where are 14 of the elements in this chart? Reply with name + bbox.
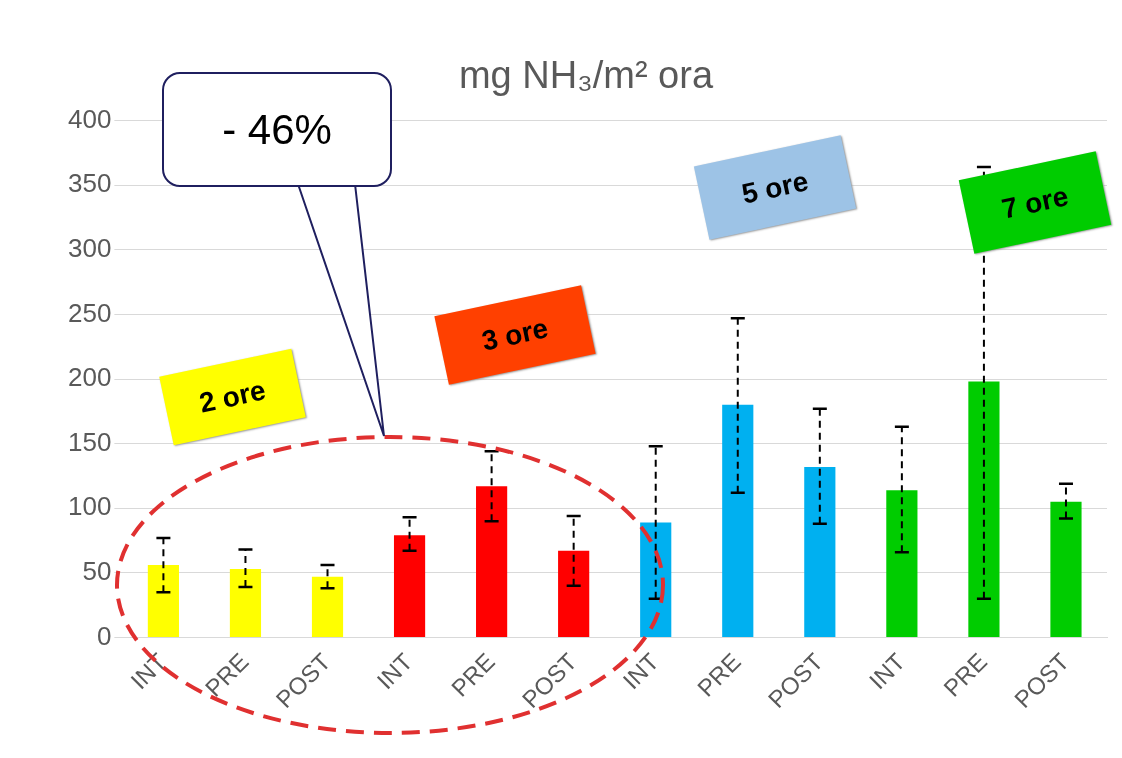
y-tick-label: 150 xyxy=(67,426,112,457)
y-tick-label: 200 xyxy=(67,362,112,393)
chart-title: mg NH₃/m² ora xyxy=(458,54,714,97)
y-tick-label: 300 xyxy=(67,232,112,263)
x-tick-label: INT xyxy=(617,647,665,695)
y-tick-label: 50 xyxy=(82,556,112,586)
y-tick-label: 250 xyxy=(67,297,112,328)
y-tick-label: 0 xyxy=(96,620,112,651)
x-tick-label: INT xyxy=(371,647,419,695)
y-tick-label: 100 xyxy=(67,491,112,522)
y-tick-label: 400 xyxy=(67,103,112,134)
y-tick-label: 350 xyxy=(67,168,112,199)
annotation: - 46% xyxy=(162,72,392,187)
x-tick-label: INT xyxy=(863,647,911,695)
